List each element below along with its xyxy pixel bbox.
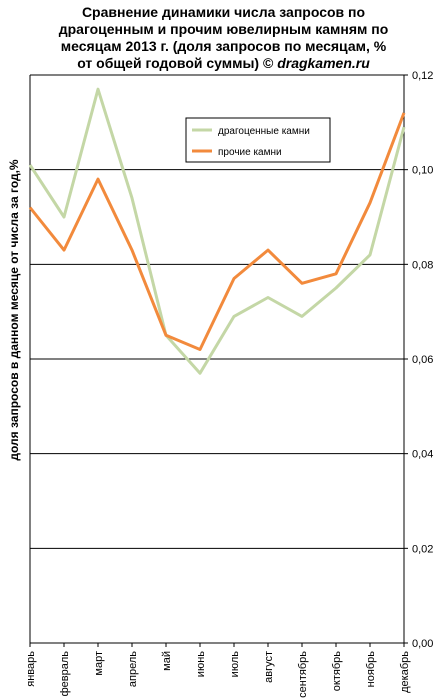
x-tick-label: февраль bbox=[59, 651, 71, 697]
y-tick-label: 0,04 bbox=[412, 449, 433, 461]
series-line-1 bbox=[28, 87, 406, 375]
chart-title: Сравнение динамики числа запросов по дра… bbox=[0, 4, 447, 72]
title-line-2: драгоценным и прочим ювелирным камням по bbox=[58, 21, 389, 37]
x-tick-label: январь bbox=[25, 651, 37, 687]
x-tick-label: апрель bbox=[127, 651, 139, 687]
title-line-4-text: от общей годовой суммы) © bbox=[77, 55, 278, 71]
x-tick-label: август bbox=[263, 651, 275, 683]
series-line-2 bbox=[28, 112, 406, 351]
x-tick-label: июнь bbox=[195, 651, 207, 677]
title-site: dragkamen.ru bbox=[277, 55, 370, 71]
x-tick-label: июль bbox=[229, 651, 241, 678]
x-tick-label: март bbox=[93, 651, 105, 676]
legend-label: драгоценные камни bbox=[218, 126, 310, 137]
title-line-1: Сравнение динамики числа запросов по bbox=[81, 4, 366, 20]
legend-box bbox=[185, 117, 331, 163]
y-tick-label: 0,08 bbox=[412, 259, 433, 271]
legend-label: прочие камни bbox=[218, 147, 282, 158]
y-tick-label: 0,10 bbox=[412, 165, 433, 177]
title-line-3: месяцам 2013 г. (доля запросов по месяца… bbox=[60, 38, 387, 54]
x-tick-label: декабрь bbox=[399, 651, 411, 693]
x-tick-label: сентябрь bbox=[297, 651, 309, 698]
y-tick-label: 0,12 bbox=[412, 70, 433, 82]
y-tick-label: 0,06 bbox=[412, 354, 433, 366]
x-tick-label: октябрь bbox=[331, 651, 343, 691]
x-tick-label: май bbox=[161, 651, 173, 671]
x-tick-label: ноябрь bbox=[365, 651, 377, 688]
title-line-4: от общей годовой суммы) © dragkamen.ru bbox=[0, 55, 447, 72]
y-tick-label: 0,00 bbox=[412, 638, 433, 650]
y-tick-label: 0,02 bbox=[412, 543, 433, 555]
